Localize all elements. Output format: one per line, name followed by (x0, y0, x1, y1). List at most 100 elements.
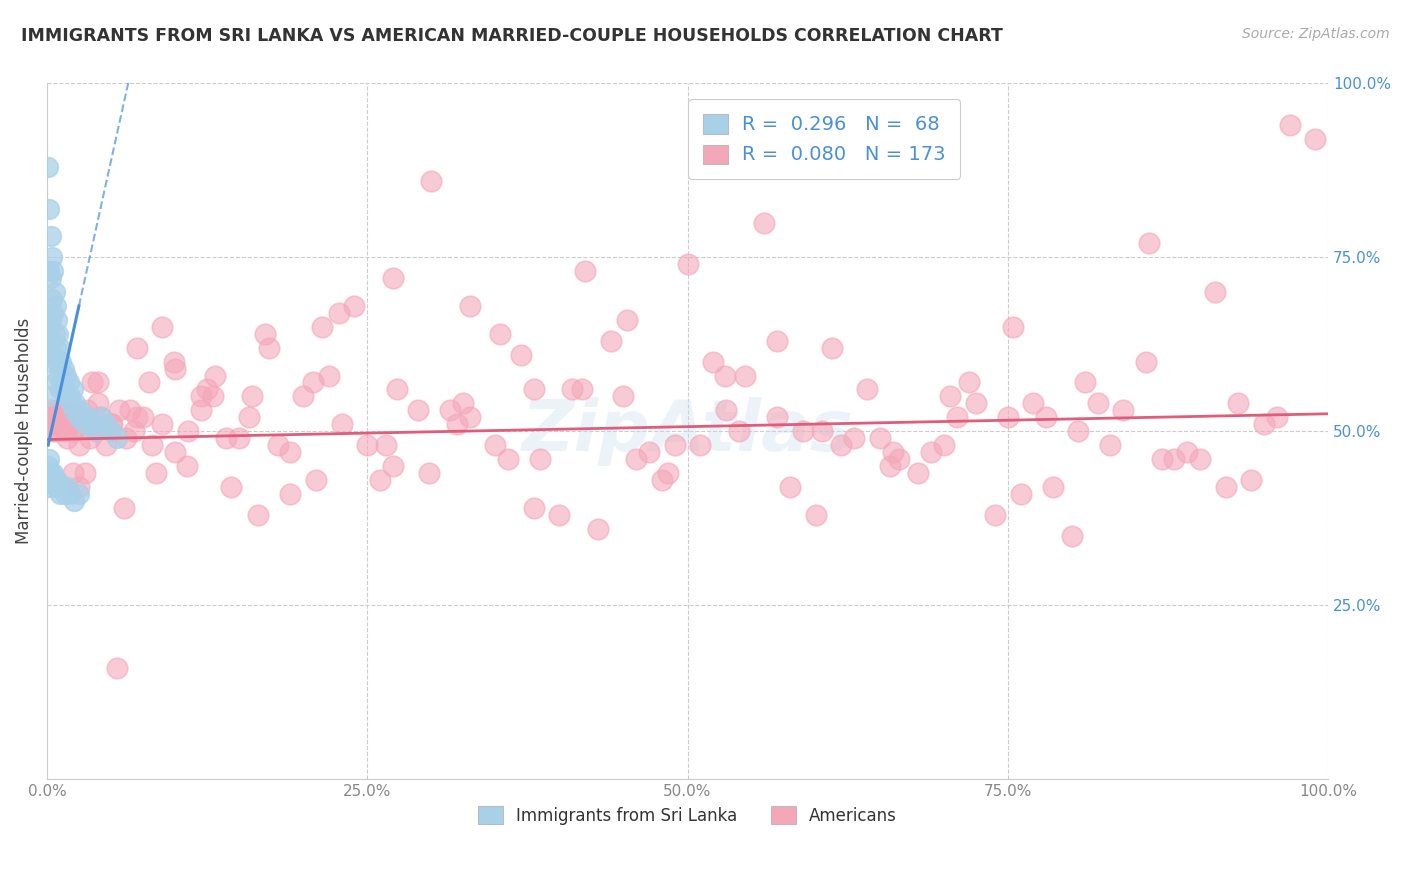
Point (385, 383, 408, 397)
Point (37, 389, 59, 403)
Point (84, 424, 107, 438)
Point (46, 313, 69, 327)
Point (318, 368, 340, 383)
Text: IMMIGRANTS FROM SRI LANKA VS AMERICAN MARRIED-COUPLE HOUSEHOLDS CORRELATION CHAR: IMMIGRANTS FROM SRI LANKA VS AMERICAN MA… (21, 27, 1002, 45)
Point (45, 403, 67, 417)
Point (90, 410, 112, 425)
Point (84, 424, 107, 438)
Point (53, 424, 76, 438)
Point (664, 438, 686, 452)
Point (51, 480, 73, 494)
Point (523, 383, 546, 397)
Point (56, 431, 79, 445)
Point (1188, 452, 1211, 467)
Point (302, 376, 325, 390)
Point (94, 417, 117, 432)
Point (932, 438, 955, 452)
Point (75, 466, 97, 480)
Point (1163, 452, 1185, 467)
Point (67, 438, 90, 452)
Point (55, 417, 77, 432)
Point (53, 383, 76, 397)
Point (330, 417, 353, 432)
Point (381, 271, 404, 285)
Point (510, 348, 533, 362)
Point (496, 452, 519, 467)
Point (37, 480, 59, 494)
Point (45, 480, 67, 494)
Point (60, 396, 83, 410)
Point (51, 376, 73, 390)
Point (163, 445, 186, 459)
Point (292, 389, 315, 403)
Point (38, 473, 60, 487)
Point (58, 376, 80, 390)
Text: ZipAtlas: ZipAtlas (522, 397, 853, 466)
Point (80, 376, 103, 390)
Point (87, 376, 110, 390)
Point (1099, 438, 1122, 452)
Point (39, 403, 62, 417)
Point (39, 271, 62, 285)
Point (523, 500, 546, 515)
Point (1035, 410, 1057, 425)
Point (63, 396, 86, 410)
Point (418, 466, 440, 480)
Point (38, 452, 60, 467)
Point (599, 334, 621, 348)
Point (1227, 396, 1250, 410)
Point (72, 417, 94, 432)
Point (375, 438, 398, 452)
Point (689, 438, 711, 452)
Point (49, 354, 72, 368)
Point (561, 383, 583, 397)
Point (305, 473, 328, 487)
Point (204, 368, 226, 383)
Point (253, 326, 276, 341)
Point (59, 487, 82, 501)
Point (446, 417, 468, 432)
Point (713, 368, 735, 383)
Point (458, 410, 481, 425)
Point (458, 299, 481, 313)
Point (420, 174, 443, 188)
Point (842, 431, 865, 445)
Point (574, 264, 596, 278)
Point (59, 389, 82, 403)
Point (115, 431, 138, 445)
Point (42, 466, 65, 480)
Y-axis label: Married-couple Households: Married-couple Households (15, 318, 32, 544)
Point (41, 250, 63, 264)
Point (381, 458, 404, 473)
Point (56, 389, 79, 403)
Point (1060, 528, 1083, 542)
Point (45, 299, 67, 313)
Point (612, 389, 634, 403)
Point (39, 466, 62, 480)
Point (651, 473, 673, 487)
Point (957, 376, 980, 390)
Point (1042, 480, 1064, 494)
Text: Source: ZipAtlas.com: Source: ZipAtlas.com (1241, 27, 1389, 41)
Point (1265, 410, 1288, 425)
Point (702, 354, 724, 368)
Point (1112, 403, 1135, 417)
Point (80, 417, 103, 432)
Point (53, 487, 76, 501)
Point (62, 403, 84, 417)
Point (529, 452, 551, 467)
Point (766, 334, 789, 348)
Point (1278, 118, 1301, 132)
Point (792, 424, 814, 438)
Point (90, 410, 112, 425)
Point (63, 410, 86, 425)
Point (176, 458, 198, 473)
Point (67, 480, 90, 494)
Point (1022, 396, 1045, 410)
Point (62, 424, 84, 438)
Point (42, 348, 65, 362)
Point (69, 403, 91, 417)
Point (1073, 376, 1095, 390)
Point (1067, 424, 1090, 438)
Point (44, 473, 66, 487)
